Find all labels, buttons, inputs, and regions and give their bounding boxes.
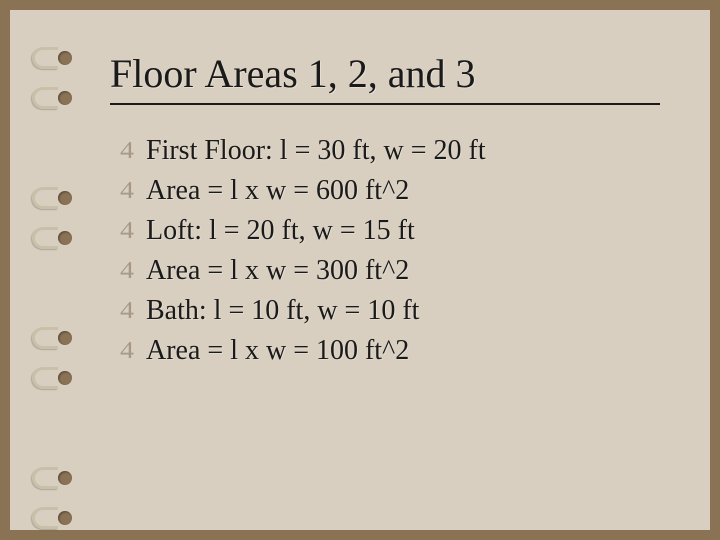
list-item-text: Area = l x w = 600 ft^2	[146, 175, 409, 207]
list-item-text: First Floor: l = 30 ft, w = 20 ft	[146, 135, 486, 167]
bullet-icon: 4	[120, 259, 140, 283]
list-item: 4Area = l x w = 100 ft^2	[120, 335, 660, 367]
ring-icon	[38, 44, 72, 72]
list-item-text: Bath: l = 10 ft, w = 10 ft	[146, 295, 419, 327]
slide: Floor Areas 1, 2, and 3 4First Floor: l …	[10, 10, 710, 530]
bullet-icon: 4	[120, 339, 140, 363]
ring-icon	[38, 84, 72, 112]
list-item: 4Area = l x w = 300 ft^2	[120, 255, 660, 287]
bullet-icon: 4	[120, 179, 140, 203]
ring-icon	[38, 464, 72, 492]
bullet-icon: 4	[120, 139, 140, 163]
slide-title: Floor Areas 1, 2, and 3	[110, 50, 660, 105]
list-item-text: Loft: l = 20 ft, w = 15 ft	[146, 215, 415, 247]
ring-icon	[38, 224, 72, 252]
list-item-text: Area = l x w = 100 ft^2	[146, 335, 409, 367]
ring-icon	[38, 504, 72, 532]
ring-icon	[38, 324, 72, 352]
list-item: 4Bath: l = 10 ft, w = 10 ft	[120, 295, 660, 327]
spiral-binding	[38, 10, 78, 530]
list-item: 4Loft: l = 20 ft, w = 15 ft	[120, 215, 660, 247]
bullet-list: 4First Floor: l = 30 ft, w = 20 ft4Area …	[110, 135, 660, 367]
ring-icon	[38, 364, 72, 392]
ring-icon	[38, 184, 72, 212]
list-item: 4First Floor: l = 30 ft, w = 20 ft	[120, 135, 660, 167]
list-item: 4Area = l x w = 600 ft^2	[120, 175, 660, 207]
bullet-icon: 4	[120, 299, 140, 323]
bullet-icon: 4	[120, 219, 140, 243]
list-item-text: Area = l x w = 300 ft^2	[146, 255, 409, 287]
